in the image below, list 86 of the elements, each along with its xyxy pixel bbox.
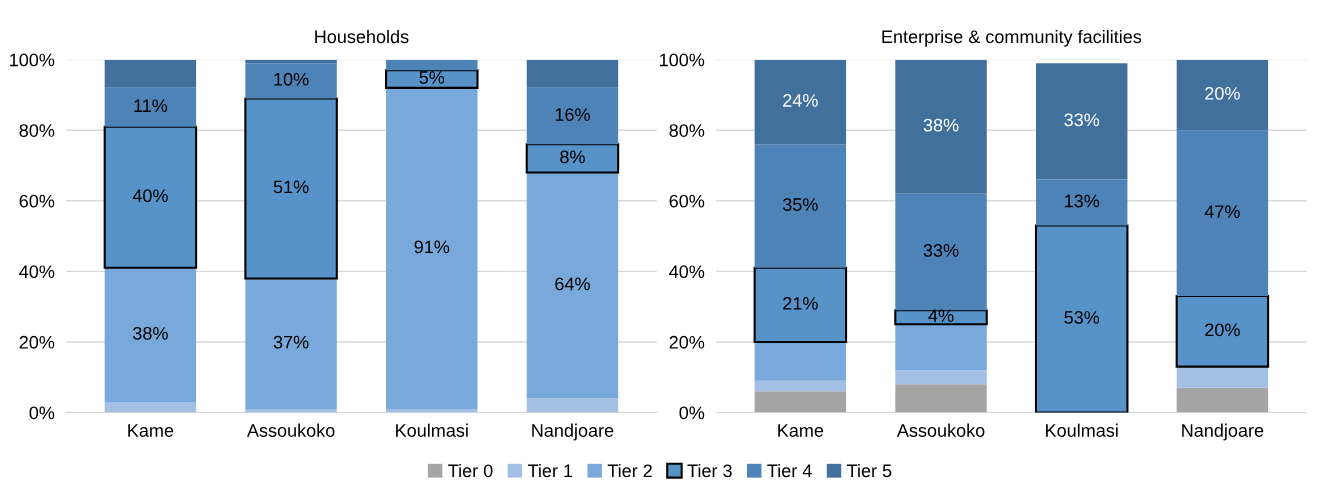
data-label: 5% xyxy=(419,71,445,84)
bar xyxy=(895,324,987,371)
data-label: 21% xyxy=(783,296,818,310)
y-tick-label: 60% xyxy=(669,194,705,208)
x-tick-label: Assoukoko xyxy=(246,423,335,437)
y-tick-label: 20% xyxy=(19,335,55,349)
y-tick-label: 0% xyxy=(679,406,705,420)
data-label: 20% xyxy=(1205,323,1240,337)
x-tick-label: Kame xyxy=(778,424,824,437)
y-tick-label: 100% xyxy=(660,53,705,67)
bar xyxy=(754,391,847,413)
bar xyxy=(895,370,987,385)
data-label: 10% xyxy=(274,72,309,86)
legend-label: Tier 0 xyxy=(448,463,493,478)
data-label: 51% xyxy=(273,180,309,194)
data-label: 16% xyxy=(555,108,590,121)
chart-title: Households xyxy=(315,29,409,44)
bar xyxy=(245,63,337,99)
y-tick-label: 40% xyxy=(19,265,55,279)
bar xyxy=(1176,366,1269,388)
bar xyxy=(525,143,620,174)
y-tick-label: 80% xyxy=(669,124,705,137)
data-label: 47% xyxy=(1204,205,1240,218)
bar xyxy=(104,87,197,127)
data-label: 64% xyxy=(555,277,590,291)
legend-label: Tier 5 xyxy=(847,463,892,478)
data-label: 38% xyxy=(923,118,959,132)
x-tick-label: Nandjoare xyxy=(532,423,614,441)
x-tick-label: Nandjoare xyxy=(1182,423,1264,441)
bar xyxy=(754,144,847,268)
bar xyxy=(895,193,987,311)
bar xyxy=(1035,179,1128,226)
bar xyxy=(754,380,847,392)
y-tick-label: 60% xyxy=(19,194,55,208)
y-tick-label: 100% xyxy=(10,53,55,67)
bar xyxy=(1175,295,1270,368)
x-tick-label: Assoukoko xyxy=(896,423,985,437)
data-label: 91% xyxy=(414,240,450,254)
legend-label: Tier 1 xyxy=(527,463,573,478)
bar xyxy=(1176,130,1269,297)
data-label: 33% xyxy=(923,244,959,257)
data-label: 24% xyxy=(783,94,818,107)
legend-label: Tier 4 xyxy=(767,463,812,478)
bar xyxy=(245,278,337,409)
bar xyxy=(895,59,987,194)
data-label: 8% xyxy=(560,150,585,164)
bar xyxy=(104,267,197,402)
bar xyxy=(1034,224,1129,413)
data-label: 33% xyxy=(1064,113,1100,127)
y-tick-label: 40% xyxy=(669,265,705,279)
bar xyxy=(1176,387,1269,413)
data-label: 20% xyxy=(1205,86,1240,100)
x-tick-label: Kame xyxy=(128,424,174,437)
bar xyxy=(386,59,478,71)
bar xyxy=(104,401,197,413)
bar xyxy=(385,69,479,89)
bar xyxy=(1176,59,1269,131)
x-tick-label: Koulmasi xyxy=(1046,423,1118,437)
bar xyxy=(754,59,847,145)
bar xyxy=(754,341,847,381)
bar xyxy=(104,59,197,88)
y-tick-label: 20% xyxy=(669,335,705,349)
data-label: 38% xyxy=(133,326,168,340)
bar xyxy=(753,266,848,343)
bar xyxy=(895,384,987,413)
y-tick-label: 0% xyxy=(29,406,55,420)
chart-title: Enterprise & community facilities xyxy=(882,29,1142,47)
legend-label: Tier 2 xyxy=(607,463,652,478)
bar xyxy=(526,172,619,399)
bar xyxy=(526,87,619,145)
bar xyxy=(244,97,338,280)
data-label: 37% xyxy=(273,335,309,349)
bar xyxy=(526,59,619,88)
bar xyxy=(103,125,198,269)
bar xyxy=(1035,63,1128,180)
data-label: 40% xyxy=(132,189,168,203)
data-label: 53% xyxy=(1064,311,1100,324)
y-tick-label: 80% xyxy=(19,124,55,137)
bar xyxy=(386,87,478,409)
data-label: 11% xyxy=(134,99,168,113)
data-label: 4% xyxy=(928,309,954,323)
x-tick-label: Koulmasi xyxy=(396,423,468,437)
legend-label: Tier 3 xyxy=(687,463,732,478)
data-label: 13% xyxy=(1065,194,1100,208)
bar xyxy=(526,398,619,413)
data-label: 35% xyxy=(782,198,818,211)
